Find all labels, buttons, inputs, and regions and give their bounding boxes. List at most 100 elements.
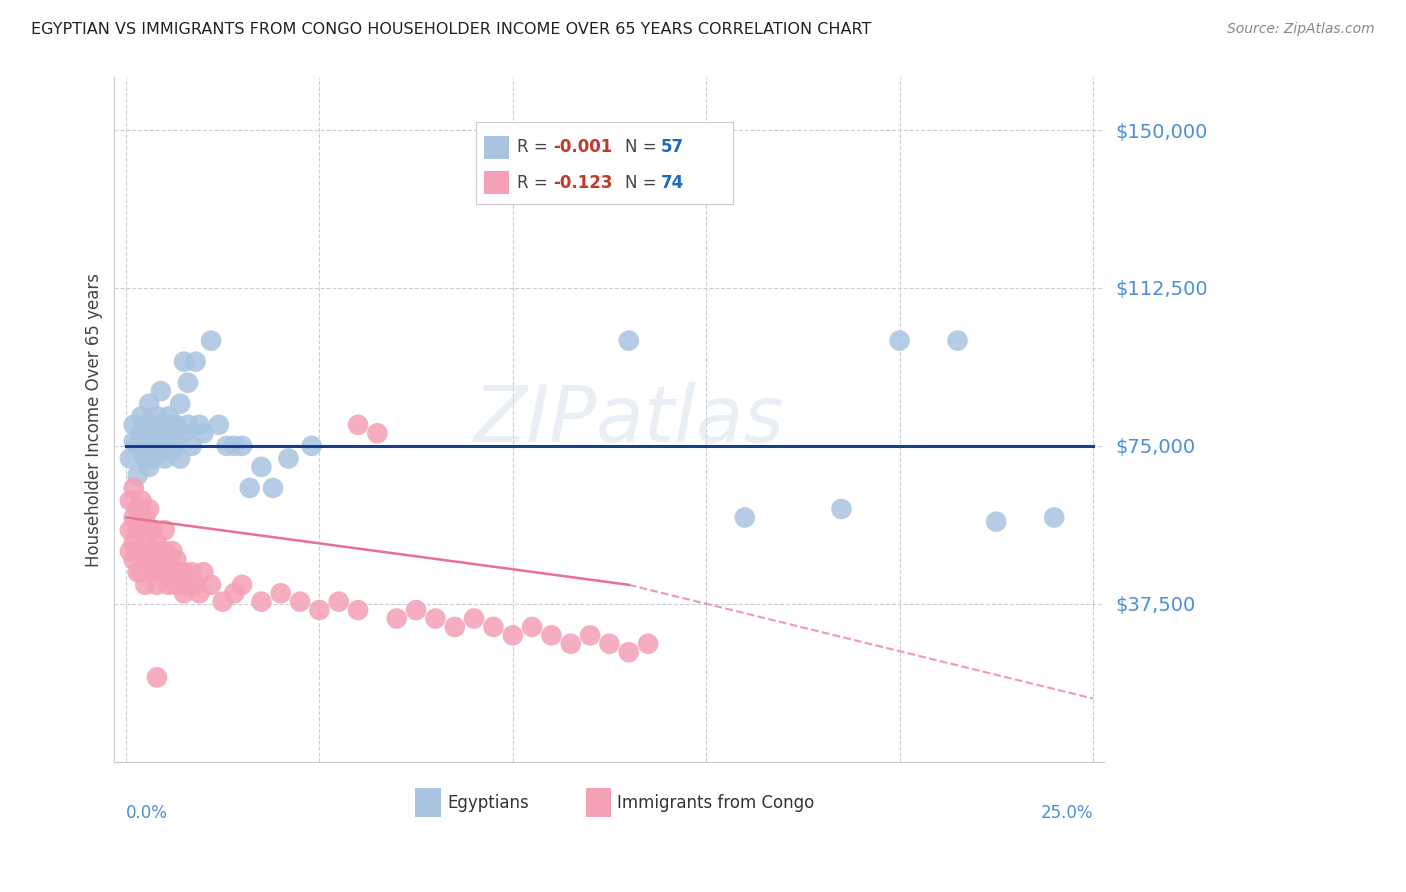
- Point: [288, 595, 311, 609]
- Point: [169, 451, 191, 466]
- Point: [347, 603, 370, 617]
- Point: [153, 426, 176, 441]
- Point: [173, 354, 195, 368]
- Point: [637, 637, 659, 651]
- Point: [165, 578, 187, 592]
- Point: [162, 417, 184, 432]
- Point: [224, 439, 246, 453]
- Point: [149, 443, 172, 458]
- Point: [165, 417, 187, 432]
- Point: [177, 417, 200, 432]
- Point: [142, 451, 165, 466]
- Point: [146, 535, 169, 549]
- Point: [173, 586, 195, 600]
- Point: [366, 426, 388, 441]
- Point: [180, 565, 202, 579]
- Point: [153, 544, 176, 558]
- Point: [443, 620, 465, 634]
- Point: [165, 552, 187, 566]
- Point: [579, 628, 602, 642]
- Point: [177, 376, 200, 390]
- Point: [153, 523, 176, 537]
- Point: [208, 417, 231, 432]
- Point: [131, 493, 153, 508]
- Text: 25.0%: 25.0%: [1040, 804, 1092, 822]
- Point: [157, 426, 180, 441]
- Point: [142, 523, 165, 537]
- Point: [131, 565, 153, 579]
- Point: [153, 434, 176, 449]
- Point: [134, 451, 156, 466]
- Point: [122, 481, 145, 495]
- Point: [463, 611, 485, 625]
- Point: [122, 510, 145, 524]
- Point: [131, 523, 153, 537]
- Point: [165, 434, 187, 449]
- Point: [162, 443, 184, 458]
- Point: [211, 595, 233, 609]
- Point: [1043, 510, 1066, 524]
- Point: [520, 620, 543, 634]
- Point: [193, 565, 215, 579]
- Point: [146, 552, 169, 566]
- Point: [180, 439, 202, 453]
- Point: [149, 384, 172, 398]
- Point: [142, 544, 165, 558]
- Text: 0.0%: 0.0%: [127, 804, 167, 822]
- Point: [138, 459, 160, 474]
- Point: [157, 552, 180, 566]
- Point: [118, 523, 141, 537]
- Point: [134, 535, 156, 549]
- Point: [250, 595, 273, 609]
- Point: [889, 334, 911, 348]
- Point: [157, 409, 180, 424]
- Text: ZIPatlas: ZIPatlas: [474, 382, 785, 458]
- Point: [131, 426, 153, 441]
- Point: [200, 578, 222, 592]
- Point: [200, 334, 222, 348]
- Point: [138, 552, 160, 566]
- Point: [142, 565, 165, 579]
- Point: [138, 502, 160, 516]
- Point: [162, 544, 184, 558]
- Text: EGYPTIAN VS IMMIGRANTS FROM CONGO HOUSEHOLDER INCOME OVER 65 YEARS CORRELATION C: EGYPTIAN VS IMMIGRANTS FROM CONGO HOUSEH…: [31, 22, 872, 37]
- Point: [831, 502, 853, 516]
- Point: [142, 417, 165, 432]
- Point: [162, 565, 184, 579]
- Point: [188, 417, 211, 432]
- Point: [734, 510, 756, 524]
- Point: [188, 586, 211, 600]
- Point: [250, 459, 273, 474]
- Point: [540, 628, 562, 642]
- Y-axis label: Householder Income Over 65 years: Householder Income Over 65 years: [86, 273, 103, 566]
- Point: [617, 645, 640, 659]
- Point: [122, 535, 145, 549]
- Point: [262, 481, 284, 495]
- Point: [127, 523, 149, 537]
- Point: [231, 578, 253, 592]
- Point: [127, 439, 149, 453]
- Point: [270, 586, 292, 600]
- Point: [127, 565, 149, 579]
- Point: [560, 637, 582, 651]
- Point: [193, 426, 215, 441]
- Point: [134, 552, 156, 566]
- Point: [131, 409, 153, 424]
- Point: [184, 578, 207, 592]
- Point: [239, 481, 262, 495]
- Point: [405, 603, 427, 617]
- Point: [138, 523, 160, 537]
- Point: [142, 443, 165, 458]
- Point: [215, 439, 238, 453]
- Point: [138, 397, 160, 411]
- Point: [146, 670, 169, 684]
- Text: Source: ZipAtlas.com: Source: ZipAtlas.com: [1227, 22, 1375, 37]
- Point: [149, 565, 172, 579]
- Point: [347, 417, 370, 432]
- Point: [127, 544, 149, 558]
- Point: [146, 434, 169, 449]
- Point: [131, 544, 153, 558]
- Point: [385, 611, 408, 625]
- Point: [946, 334, 969, 348]
- Point: [118, 493, 141, 508]
